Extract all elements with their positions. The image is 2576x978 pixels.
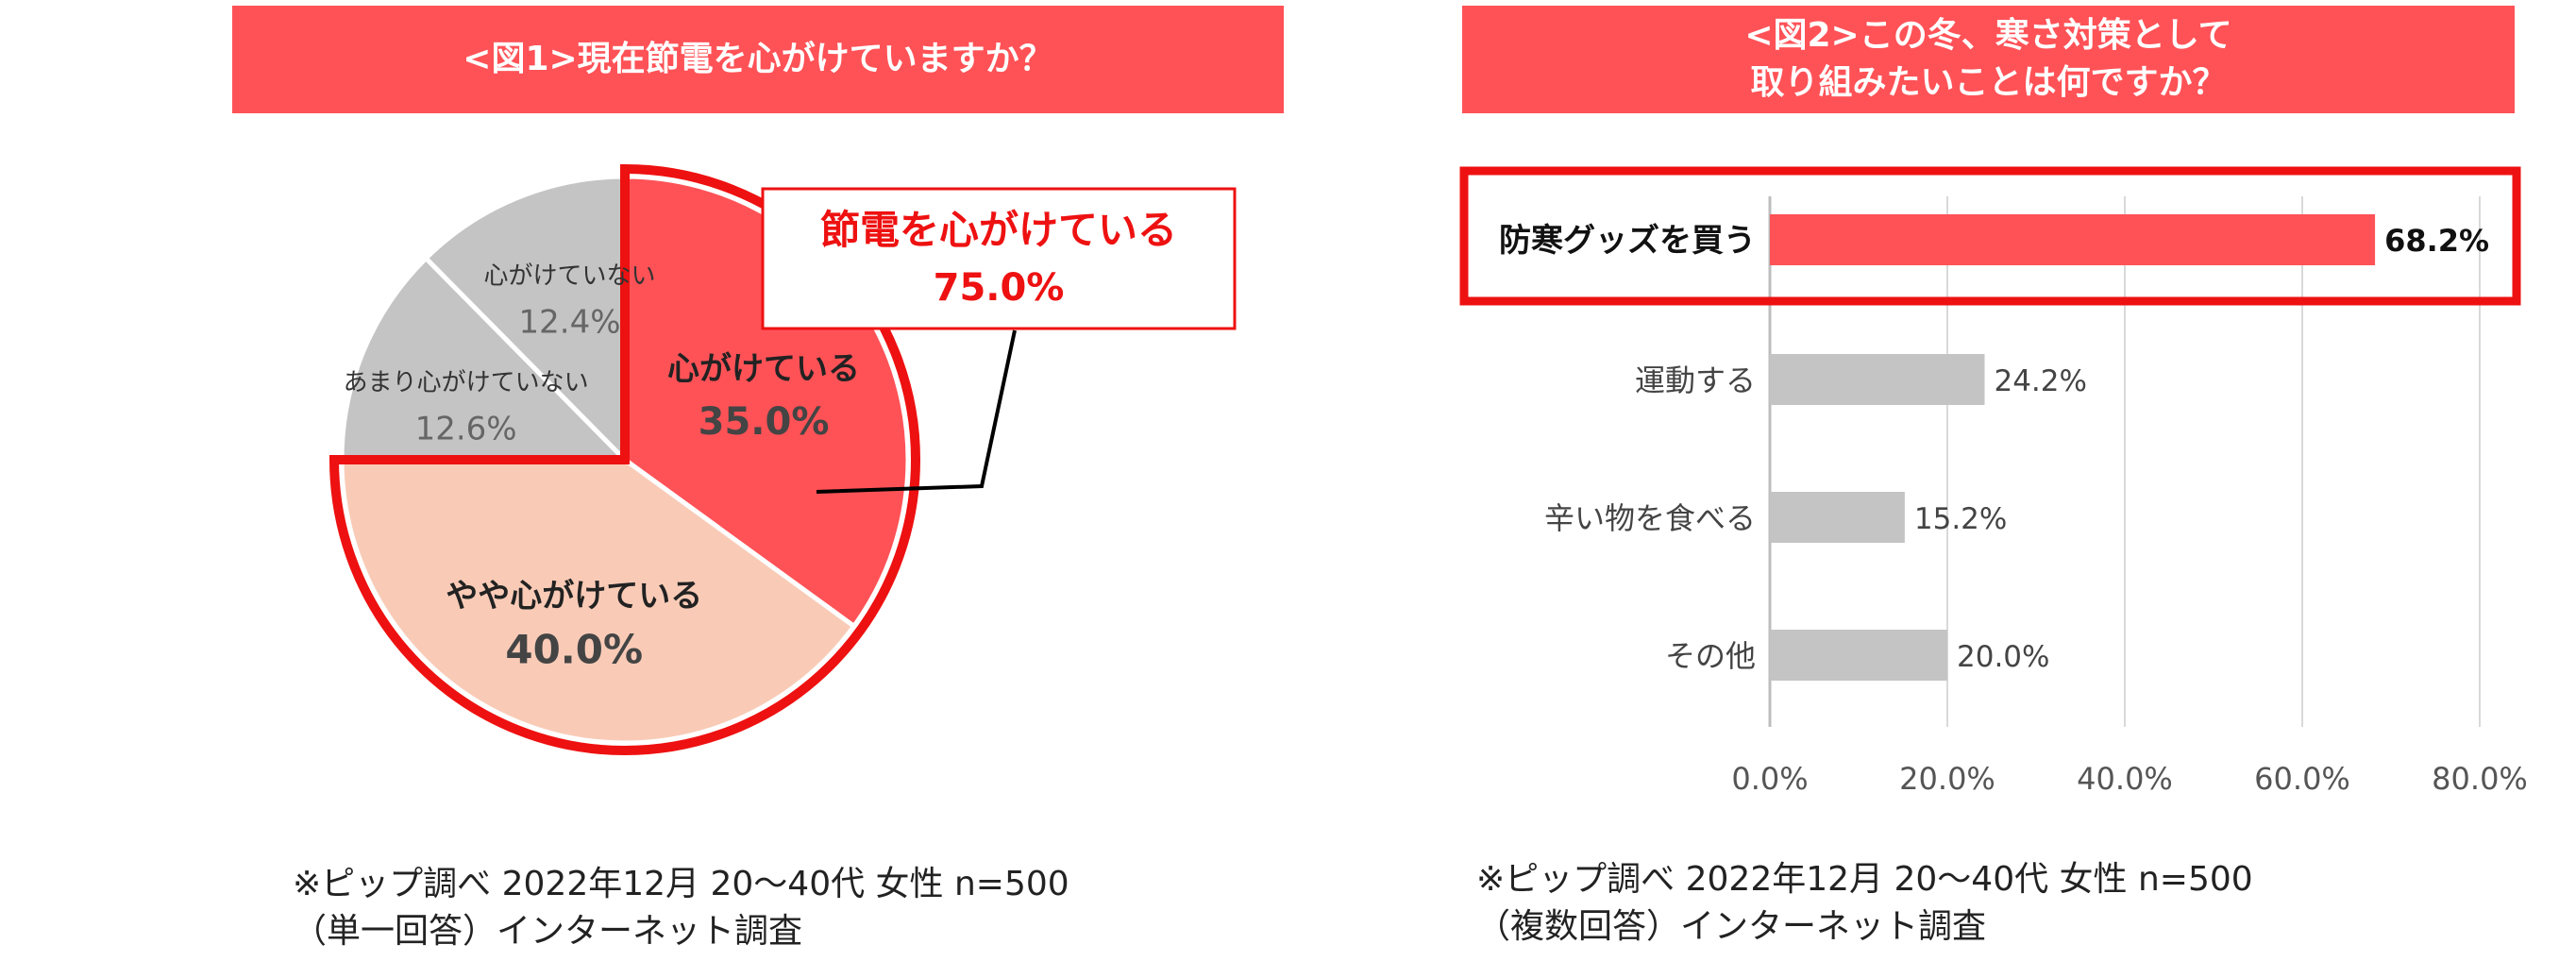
- figure2-title-line2: 取り組みたいことは何ですか？: [1750, 63, 2227, 102]
- figure2-footnote-line1: ※ピップ調べ 2022年12月 20～40代 女性 n=500: [1476, 860, 2253, 899]
- bar-3: [1770, 630, 1947, 681]
- bar-value-label-3: 20.0%: [1957, 640, 2049, 674]
- pie-slice-label-0: 心がけている: [667, 350, 860, 388]
- figure1-footnote: ※ピップ調べ 2022年12月 20～40代 女性 n=500 （単一回答）イン…: [293, 861, 1069, 955]
- callout-value: 75.0%: [934, 266, 1065, 310]
- figure2-title-line1: <図2>この冬、寒さ対策として: [1744, 16, 2232, 55]
- pie-slice-value-2: 12.6%: [415, 410, 517, 447]
- x-tick-label-0: 0.0%: [1731, 761, 1808, 797]
- callout-box: [761, 187, 1237, 330]
- bar-value-label-1: 24.2%: [1994, 364, 2086, 398]
- figure1-title-banner: <図1>現在節電を心がけていますか？: [232, 6, 1284, 113]
- bar-highlight-frame: [1459, 166, 2521, 306]
- figure2-footnote: ※ピップ調べ 2022年12月 20～40代 女性 n=500 （複数回答）イン…: [1476, 856, 2253, 951]
- pie-slice-1: [339, 457, 858, 746]
- figure1-footnote-line1: ※ピップ調べ 2022年12月 20～40代 女性 n=500: [293, 865, 1069, 903]
- bar-value-label-0: 68.2%: [2384, 223, 2489, 259]
- figure2-footnote-line2: （複数回答）インターネット調査: [1476, 907, 1987, 946]
- x-tick-label-2: 40.0%: [2077, 761, 2173, 797]
- category-label-2: 辛い物を食べる: [1544, 500, 1756, 536]
- pie-slice-label-1: やや心がけている: [446, 577, 702, 615]
- pie-slice-label-2: あまり心がけていない: [344, 368, 589, 396]
- bar-2: [1770, 492, 1905, 543]
- category-label-3: その他: [1665, 638, 1756, 674]
- pie-slice-value-1: 40.0%: [505, 626, 643, 672]
- callout-label: 節電を心がけている: [820, 207, 1177, 253]
- x-tick-label-4: 80.0%: [2432, 761, 2528, 797]
- figure2-title-banner: <図2>この冬、寒さ対策として 取り組みたいことは何ですか？: [1462, 6, 2515, 113]
- category-label-1: 運動する: [1635, 363, 1756, 398]
- figure1-title: <図1>現在節電を心がけていますか？: [463, 40, 1053, 78]
- x-tick-label-3: 60.0%: [2254, 761, 2350, 797]
- figure1-footnote-line2: （単一回答）インターネット調査: [293, 912, 803, 951]
- category-label-0: 防寒グッズを買う: [1499, 222, 1756, 260]
- pie-slice-2: [339, 255, 631, 463]
- pie-slice-3: [422, 174, 628, 466]
- bar-1: [1770, 354, 1985, 405]
- x-tick-label-1: 20.0%: [1899, 761, 1995, 797]
- pie-slice-value-0: 35.0%: [699, 400, 830, 444]
- bar-value-label-2: 15.2%: [1914, 502, 2007, 536]
- bar-0: [1770, 214, 2376, 265]
- pie-slice-value-3: 12.4%: [519, 303, 621, 341]
- pie-slice-label-3: 心がけていない: [484, 261, 656, 290]
- callout-leader-line: [816, 329, 1017, 494]
